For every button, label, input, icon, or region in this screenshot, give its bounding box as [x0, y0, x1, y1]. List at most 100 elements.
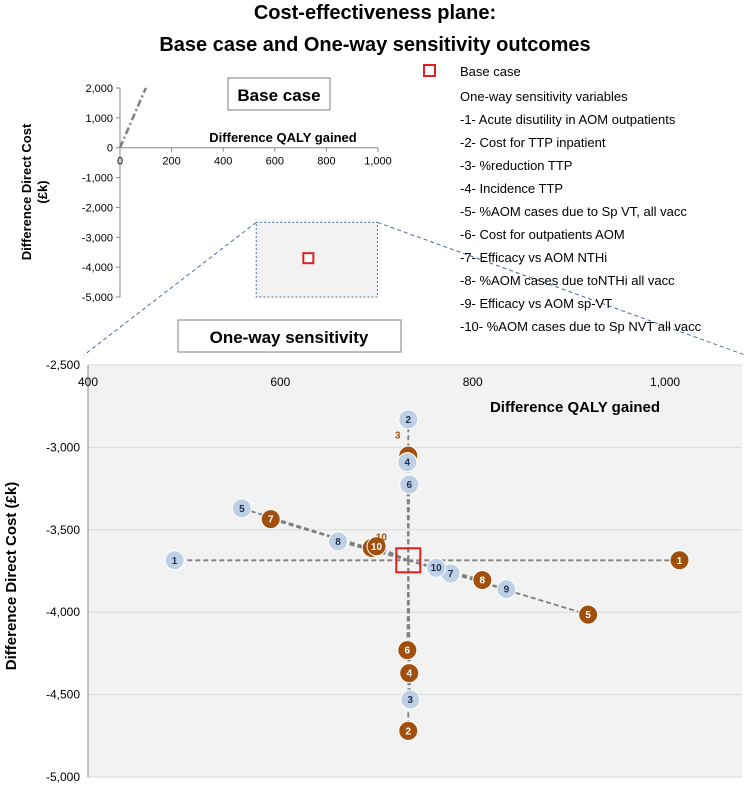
- inset-x-axis-title: Difference QALY gained: [209, 130, 356, 145]
- low-value-marker-label: 9: [504, 585, 510, 596]
- marker-annotation: 10: [376, 533, 388, 544]
- inset-x-tick-label: 600: [266, 156, 284, 168]
- base-case-label-text: Base case: [237, 86, 320, 105]
- inset-y-axis-title-line-2: (£k): [35, 180, 50, 203]
- main-y-tick-label: -4,500: [46, 688, 80, 702]
- inset-x-tick-label: 800: [317, 156, 335, 168]
- high-value-marker-label: 8: [480, 576, 486, 587]
- legend-item: -9- Efficacy vs AOM sp-VT: [460, 296, 612, 311]
- sensitivity-line: [408, 559, 589, 616]
- chart-title-line-1: Cost-effectiveness plane:: [254, 2, 496, 24]
- inset-y-tick-label: -3,000: [82, 232, 113, 244]
- inset-x-tick-label: 200: [162, 156, 180, 168]
- main-x-tick-label: 400: [78, 375, 98, 389]
- base-case-inset-chart: 2,000 1,000 0 -1,000 -2,000 -3,000 -4,000 -5,00…: [19, 77, 392, 304]
- base-case-label-box: [227, 77, 331, 111]
- main-x-tick-label: 600: [270, 375, 290, 389]
- high-value-marker: [472, 570, 493, 591]
- main-y-tick-label: -3,000: [46, 440, 80, 454]
- one-way-sensitivity-chart: -2,500 -3,000 -3,500 -4,000 -4,500 -5,000 400 6…: [3, 319, 742, 784]
- main-x-tick-label: 1,000: [650, 375, 680, 389]
- inset-y-tick-label: 0: [107, 143, 113, 155]
- inset-y-tick-label: -2,000: [82, 202, 113, 214]
- high-value-marker: [399, 663, 420, 684]
- legend: Base case One-way sensitivity variables …: [423, 64, 702, 334]
- low-value-marker-label: 2: [405, 415, 411, 426]
- sensitivity-line: [406, 560, 410, 651]
- low-value-marker: [426, 557, 447, 578]
- high-value-marker: [398, 720, 419, 741]
- low-value-marker: [164, 550, 185, 571]
- low-value-marker-label: 6: [406, 480, 412, 491]
- legend-item: -8- %AOM cases due toNTHi all vacc: [460, 273, 675, 288]
- high-value-marker: [578, 604, 599, 625]
- high-value-marker-label: 5: [585, 610, 591, 621]
- main-plot-background: [88, 365, 742, 777]
- main-y-tick-label: -4,000: [46, 605, 80, 619]
- one-way-label-text: One-way sensitivity: [210, 328, 369, 347]
- legend-base-case-label: Base case: [460, 64, 521, 79]
- legend-item: -3- %reduction TTP: [460, 158, 572, 173]
- low-value-marker: [397, 452, 418, 473]
- low-value-marker-label: 7: [448, 569, 454, 580]
- low-value-marker-label: 5: [239, 504, 245, 515]
- zoom-line-left: [83, 221, 257, 356]
- low-value-marker-label: 4: [405, 458, 411, 469]
- inset-x-tick-label: 1,000: [364, 156, 392, 168]
- low-value-marker-label: 1: [172, 556, 178, 567]
- inset-y-axis-title-group: Difference Direct Cost (£k): [19, 123, 50, 260]
- high-value-marker-label: 10: [371, 542, 383, 553]
- low-value-marker: [399, 474, 420, 495]
- zoom-region-box: [255, 221, 378, 298]
- main-x-axis-title: Difference QALY gained: [490, 399, 660, 416]
- marker-annotation: 3: [395, 430, 401, 441]
- inset-y-tick-label: -4,000: [82, 262, 113, 274]
- low-value-marker: [231, 498, 252, 519]
- legend-item: -5- %AOM cases due to Sp VT, all vacc: [460, 204, 687, 219]
- high-value-marker-label: 6: [405, 646, 411, 657]
- legend-heading: One-way sensitivity variables: [460, 89, 628, 104]
- inset-x-tick-label: 400: [214, 156, 232, 168]
- main-base-case-marker: [395, 547, 422, 574]
- inset-y-tick-label: -5,000: [82, 292, 113, 304]
- main-y-tick-label: -2,500: [46, 358, 80, 372]
- low-value-marker: [400, 689, 421, 710]
- legend-item: -10- %AOM cases due to Sp NVT all vacc: [460, 319, 702, 334]
- legend-item: -7- Efficacy vs AOM NTHi: [460, 250, 607, 265]
- high-value-marker: [260, 509, 281, 530]
- legend-item: -2- Cost for TTP inpatient: [460, 135, 606, 150]
- inset-y-tick-label: 1,000: [85, 113, 113, 125]
- main-y-tick-label: -3,500: [46, 523, 80, 537]
- legend-item: -1- Acute disutility in AOM outpatients: [460, 112, 676, 127]
- high-value-marker-label: 1: [677, 556, 683, 567]
- one-way-label-box: [177, 319, 402, 353]
- low-value-marker-label: 3: [407, 695, 413, 706]
- high-value-marker: [397, 640, 418, 661]
- zoom-line-right: [377, 221, 746, 356]
- inset-base-case-point: [302, 252, 315, 265]
- main-y-tick-label: -5,000: [46, 770, 80, 784]
- legend-item: -4- Incidence TTP: [460, 181, 563, 196]
- threshold-line: [118, 87, 147, 149]
- inset-y-tick-label: 2,000: [85, 83, 113, 95]
- legend-item: -6- Cost for outpatients AOM: [460, 227, 625, 242]
- low-value-marker: [398, 409, 419, 430]
- inset-y-tick-label: -1,000: [82, 173, 113, 185]
- high-value-marker-label: 7: [268, 515, 274, 526]
- low-value-marker: [328, 531, 349, 552]
- zoom-connector-lines: [83, 221, 746, 356]
- legend-base-case-marker: [423, 64, 436, 77]
- low-value-marker: [496, 579, 517, 600]
- low-value-marker-label: 10: [431, 563, 443, 574]
- high-value-marker-label: 4: [406, 669, 412, 680]
- inset-y-axis-title-line-1: Difference Direct Cost: [19, 123, 34, 260]
- high-value-marker: [366, 536, 387, 557]
- high-value-marker-label: 2: [405, 726, 411, 737]
- chart-title-line-2: Base case and One-way sensitivity outcom…: [159, 34, 590, 56]
- main-x-tick-label: 800: [463, 375, 483, 389]
- main-y-axis-title: Difference Direct Cost (£k): [3, 482, 20, 670]
- high-value-marker: [669, 550, 690, 571]
- inset-x-tick-label: 0: [117, 156, 123, 168]
- low-value-marker-label: 8: [335, 537, 341, 548]
